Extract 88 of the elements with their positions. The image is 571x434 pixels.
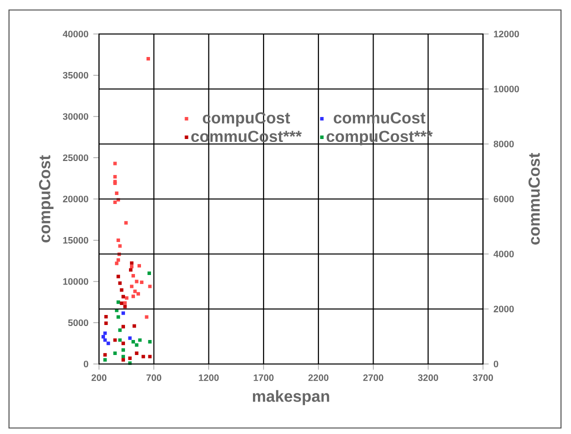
- y-tick-label: 10000: [63, 278, 88, 285]
- point: [113, 352, 117, 355]
- y2-tick-label: 6000: [494, 196, 514, 202]
- point: [122, 348, 125, 352]
- point: [103, 353, 107, 357]
- point: [128, 268, 132, 272]
- point: [113, 200, 117, 204]
- point: [106, 342, 110, 346]
- x-tick-label: 3200: [418, 374, 438, 382]
- y-tick-label: 5000: [68, 319, 88, 326]
- point: [104, 322, 108, 326]
- point: [124, 221, 128, 225]
- y-tick-label: 40000: [62, 30, 88, 38]
- y-tick-label: 20000: [62, 196, 88, 202]
- y-tick-label: 30000: [62, 113, 88, 120]
- point: [131, 340, 135, 344]
- y2-axis-title: commuCost: [528, 152, 540, 245]
- point: [103, 331, 107, 335]
- point: [133, 290, 137, 294]
- point: [131, 274, 135, 278]
- y-tick-label: 25000: [62, 154, 88, 162]
- point: [130, 261, 134, 265]
- point: [114, 262, 118, 266]
- point: [123, 304, 127, 308]
- point: [113, 174, 117, 178]
- y-tick-label: 35000: [62, 72, 88, 79]
- point: [132, 324, 136, 328]
- point: [148, 272, 151, 275]
- point: [148, 354, 152, 358]
- point: [113, 338, 117, 342]
- point: [116, 300, 120, 304]
- y2-tick-label: 4000: [494, 250, 514, 258]
- point: [102, 335, 106, 338]
- point: [114, 191, 118, 195]
- x-tick-label: 2200: [308, 374, 328, 381]
- x-tick-label: 1200: [198, 374, 219, 381]
- point: [138, 338, 142, 342]
- point: [124, 296, 128, 300]
- y-tick-label: 15000: [63, 236, 88, 244]
- point: [136, 292, 140, 296]
- point: [122, 342, 125, 346]
- point: [122, 294, 125, 298]
- point: [146, 57, 150, 60]
- point: [134, 343, 138, 347]
- point: [113, 162, 117, 166]
- point: [116, 238, 120, 242]
- x-tick-label: 700: [146, 374, 162, 381]
- point: [116, 315, 120, 319]
- point: [104, 314, 108, 318]
- y2-tick-label: 10000: [494, 86, 519, 92]
- point: [144, 315, 148, 319]
- x-axis-title: makespan: [252, 390, 330, 406]
- x-tick-label: 3700: [472, 374, 493, 382]
- y2-tick-label: 0: [494, 360, 498, 368]
- y2-tick-label: 2000: [494, 306, 514, 312]
- point: [103, 358, 107, 362]
- point: [142, 354, 146, 358]
- point: [122, 324, 125, 328]
- point: [123, 301, 127, 305]
- point: [103, 338, 107, 342]
- y-axis-title: compuCost: [39, 155, 54, 242]
- y-tick-label: 0: [84, 360, 88, 368]
- point: [120, 301, 124, 305]
- point: [134, 352, 138, 355]
- point: [130, 264, 134, 268]
- x-tick-label: 200: [92, 374, 106, 381]
- point: [122, 311, 125, 315]
- point: [131, 294, 135, 298]
- point: [122, 358, 125, 362]
- point: [148, 284, 152, 288]
- point: [118, 244, 122, 248]
- point: [118, 328, 122, 332]
- y2-tick-label: 8000: [494, 140, 514, 148]
- point: [118, 338, 122, 342]
- point: [134, 280, 138, 284]
- x-tick-label: 2700: [363, 374, 384, 381]
- x-tick-label: 1700: [254, 374, 274, 381]
- point: [128, 356, 132, 360]
- point: [148, 340, 152, 344]
- point: [140, 280, 144, 284]
- point: [116, 258, 120, 262]
- point: [116, 274, 120, 278]
- point: [118, 281, 122, 285]
- y2-tick-label: 12000: [494, 30, 519, 38]
- point: [138, 264, 141, 268]
- point: [130, 284, 134, 288]
- point: [120, 288, 124, 292]
- point: [128, 336, 132, 340]
